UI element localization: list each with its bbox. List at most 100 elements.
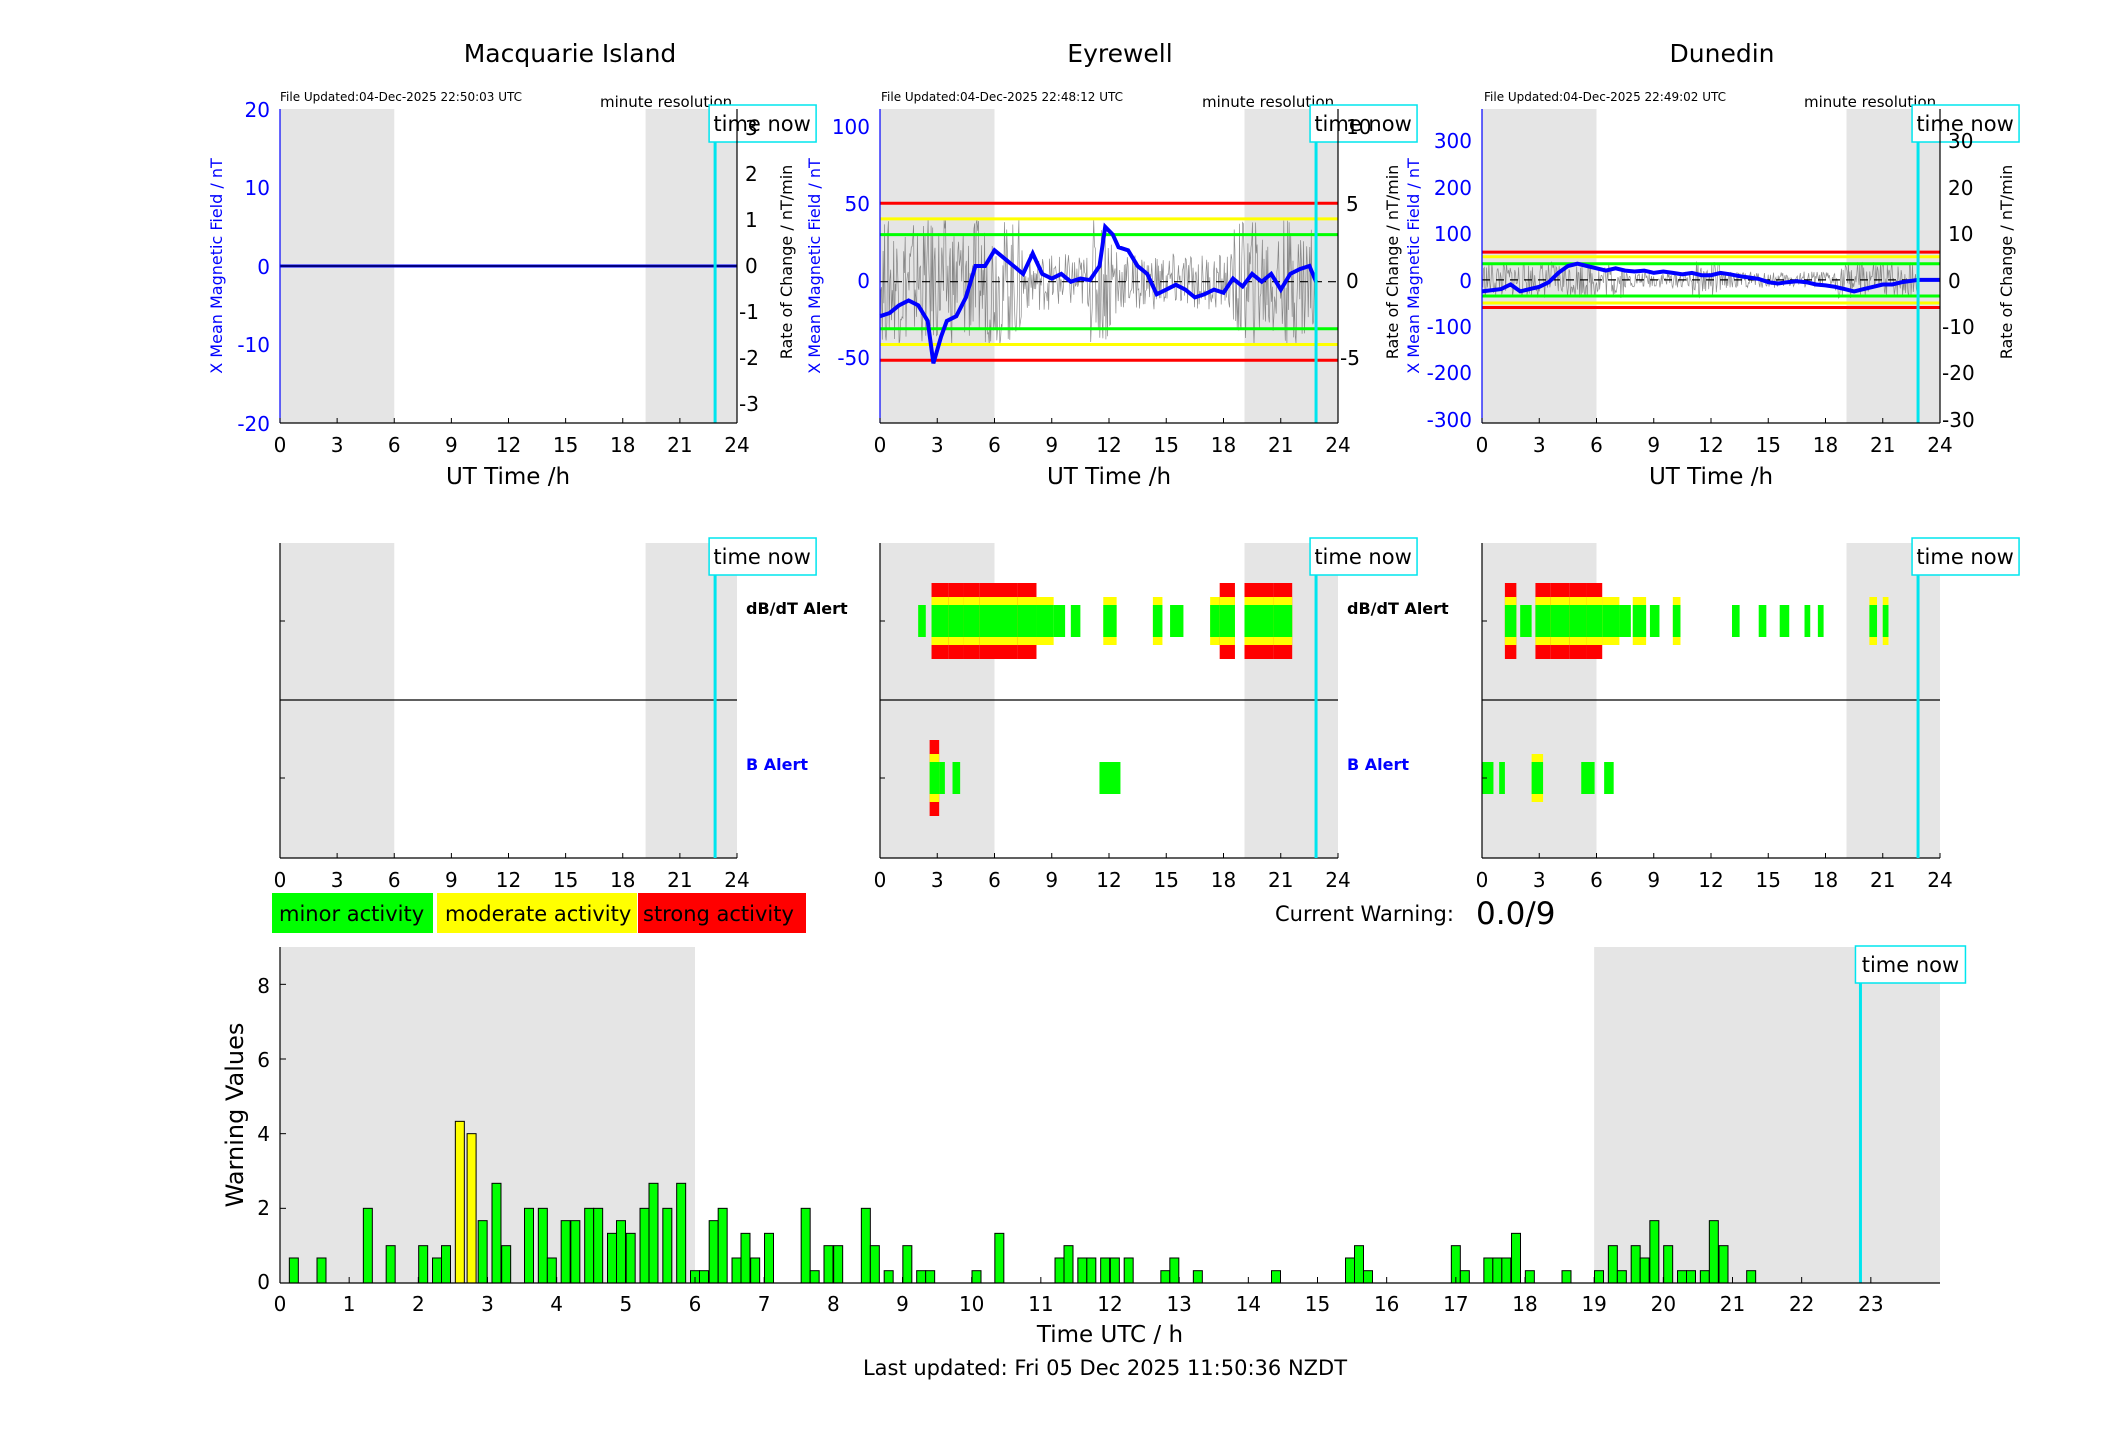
tick-label: 6 — [1590, 433, 1603, 457]
dbdt-alert-bar-minor — [1602, 605, 1620, 637]
b-alert-bar-minor — [1482, 762, 1494, 794]
warning-bar — [1054, 1257, 1065, 1284]
tick-label: 15 — [1305, 1292, 1330, 1316]
dbdt-alert-bar-minor — [1632, 605, 1647, 637]
tick-label: 0 — [1459, 269, 1472, 293]
tick-label: 6 — [689, 1292, 702, 1316]
tick-label: 0 — [1346, 269, 1359, 293]
b-alert-bar-minor — [1531, 762, 1544, 794]
field-panel-macquarie: time now — [279, 104, 817, 424]
tick-label: 0 — [857, 269, 870, 293]
dbdt-alert-bar-minor — [1504, 605, 1517, 637]
warning-bar — [1492, 1257, 1503, 1284]
tick-label: 12 — [1698, 433, 1723, 457]
time-now-label: time now — [1916, 112, 2013, 136]
dbdt-alert-bar-minor — [1520, 605, 1532, 637]
warning-bar — [916, 1270, 927, 1284]
dbdt-alert-bar-minor — [1170, 605, 1184, 637]
tick-label: 15 — [1756, 868, 1781, 892]
current-warning-value: 0.0/9 — [1476, 896, 1555, 932]
warning-bar — [1501, 1257, 1512, 1284]
time-now-box — [1309, 104, 1418, 143]
time-now-label: time now — [1314, 545, 1411, 569]
tick-label: 20 — [1651, 1292, 1676, 1316]
tick-label: 12 — [1096, 433, 1121, 457]
right-axis-ticks-dunedin: 30 20 10 0 -10 -20 -30 — [1942, 129, 1975, 432]
tick-label: 10 — [959, 1292, 984, 1316]
legend-swatch-moderate — [437, 893, 637, 933]
right-axis-ticks-macquarie: 3 2 1 0 -1 -2 -3 — [739, 116, 759, 416]
dbdt-alert-bar-minor — [1210, 605, 1220, 637]
warning-bar — [823, 1245, 834, 1284]
warning-bar — [1077, 1257, 1088, 1284]
dbdt-alert-bar-minor — [1550, 605, 1570, 637]
warning-bar — [288, 1257, 299, 1284]
warning-bar — [1160, 1270, 1171, 1284]
last-updated: Last updated: Fri 05 Dec 2025 11:50:36 N… — [863, 1356, 1347, 1380]
warning-bar — [883, 1270, 894, 1284]
tick-label: 3 — [745, 116, 758, 140]
warning-bar — [662, 1207, 673, 1284]
tick-label: 30 — [1948, 129, 1973, 153]
time-now-box — [708, 104, 817, 143]
left-axis-ticks-dunedin: 300 200 100 0 -100 -200 -300 — [1427, 129, 1472, 432]
warning-bar — [1607, 1245, 1618, 1284]
dbdt-alert-bar-minor — [963, 605, 980, 637]
warning-bar — [584, 1207, 595, 1284]
warning-bar — [1686, 1270, 1696, 1284]
left-axis-label-macquarie: X Mean Magnetic Field / nT — [207, 158, 226, 374]
tick-label: 24 — [1325, 433, 1350, 457]
right-axis-ticks-eyrewell: 10 5 0 -5 — [1340, 115, 1371, 370]
legend-label-moderate: moderate activity — [445, 902, 631, 926]
warning-bar — [1746, 1270, 1757, 1284]
warning-bar — [441, 1245, 451, 1284]
warning-bar — [800, 1207, 811, 1284]
tick-label: 0 — [745, 254, 758, 278]
tick-label: 3 — [931, 868, 944, 892]
tick-label: 4 — [550, 1292, 563, 1316]
tick-label: -50 — [837, 346, 870, 370]
tick-label: 10 — [1948, 222, 1973, 246]
tick-label: 9 — [445, 433, 458, 457]
warning-bar — [708, 1220, 719, 1284]
time-now-box — [708, 537, 817, 576]
night-shade — [1482, 109, 1597, 423]
tick-label: 7 — [758, 1292, 771, 1316]
resolution-eyrewell: minute resolution — [1202, 93, 1334, 111]
tick-label: 0 — [1476, 433, 1489, 457]
tick-label: 10 — [1346, 115, 1371, 139]
xlabel-macquarie: UT Time /h — [446, 464, 570, 490]
warning-bar — [418, 1245, 429, 1284]
warning-bar — [639, 1207, 650, 1284]
dbdt-alert-bar-minor — [1758, 605, 1767, 637]
legend-label-minor: minor activity — [279, 902, 424, 926]
tick-label: 3 — [331, 433, 344, 457]
warning-bar — [1718, 1245, 1729, 1284]
tick-label: -100 — [1427, 315, 1472, 339]
tick-label: 18 — [1211, 868, 1236, 892]
warning-bar — [1511, 1232, 1522, 1284]
warning-bar — [1483, 1257, 1494, 1284]
tick-label: 4 — [257, 1122, 270, 1146]
tick-label: 14 — [1236, 1292, 1261, 1316]
warning-bar — [740, 1232, 751, 1284]
time-now-box — [1854, 945, 1967, 984]
tick-label: 21 — [667, 433, 692, 457]
dbdt-alert-label-eyrewell: dB/dT Alert — [1347, 599, 1449, 618]
warning-bar — [477, 1220, 488, 1284]
b-alert-bar-minor — [1581, 762, 1595, 794]
right-axis-label-macquarie: Rate of Change / nT/min — [777, 165, 796, 360]
tick-label: 15 — [553, 868, 578, 892]
tick-label: 12 — [496, 868, 521, 892]
warning-bar — [625, 1232, 636, 1284]
warning-bar — [454, 1120, 465, 1284]
dbdt-alert-bar-minor — [979, 605, 995, 637]
activity-legend: minor activity moderate activity strong … — [272, 893, 806, 933]
warning-bar — [1639, 1257, 1650, 1284]
b-alert-bar-minor — [952, 762, 961, 794]
tick-label: 3 — [331, 868, 344, 892]
warning-bar — [432, 1257, 443, 1284]
tick-label: 23 — [1858, 1292, 1883, 1316]
resolution-macquarie: minute resolution — [600, 93, 732, 111]
tick-label: 18 — [1512, 1292, 1537, 1316]
